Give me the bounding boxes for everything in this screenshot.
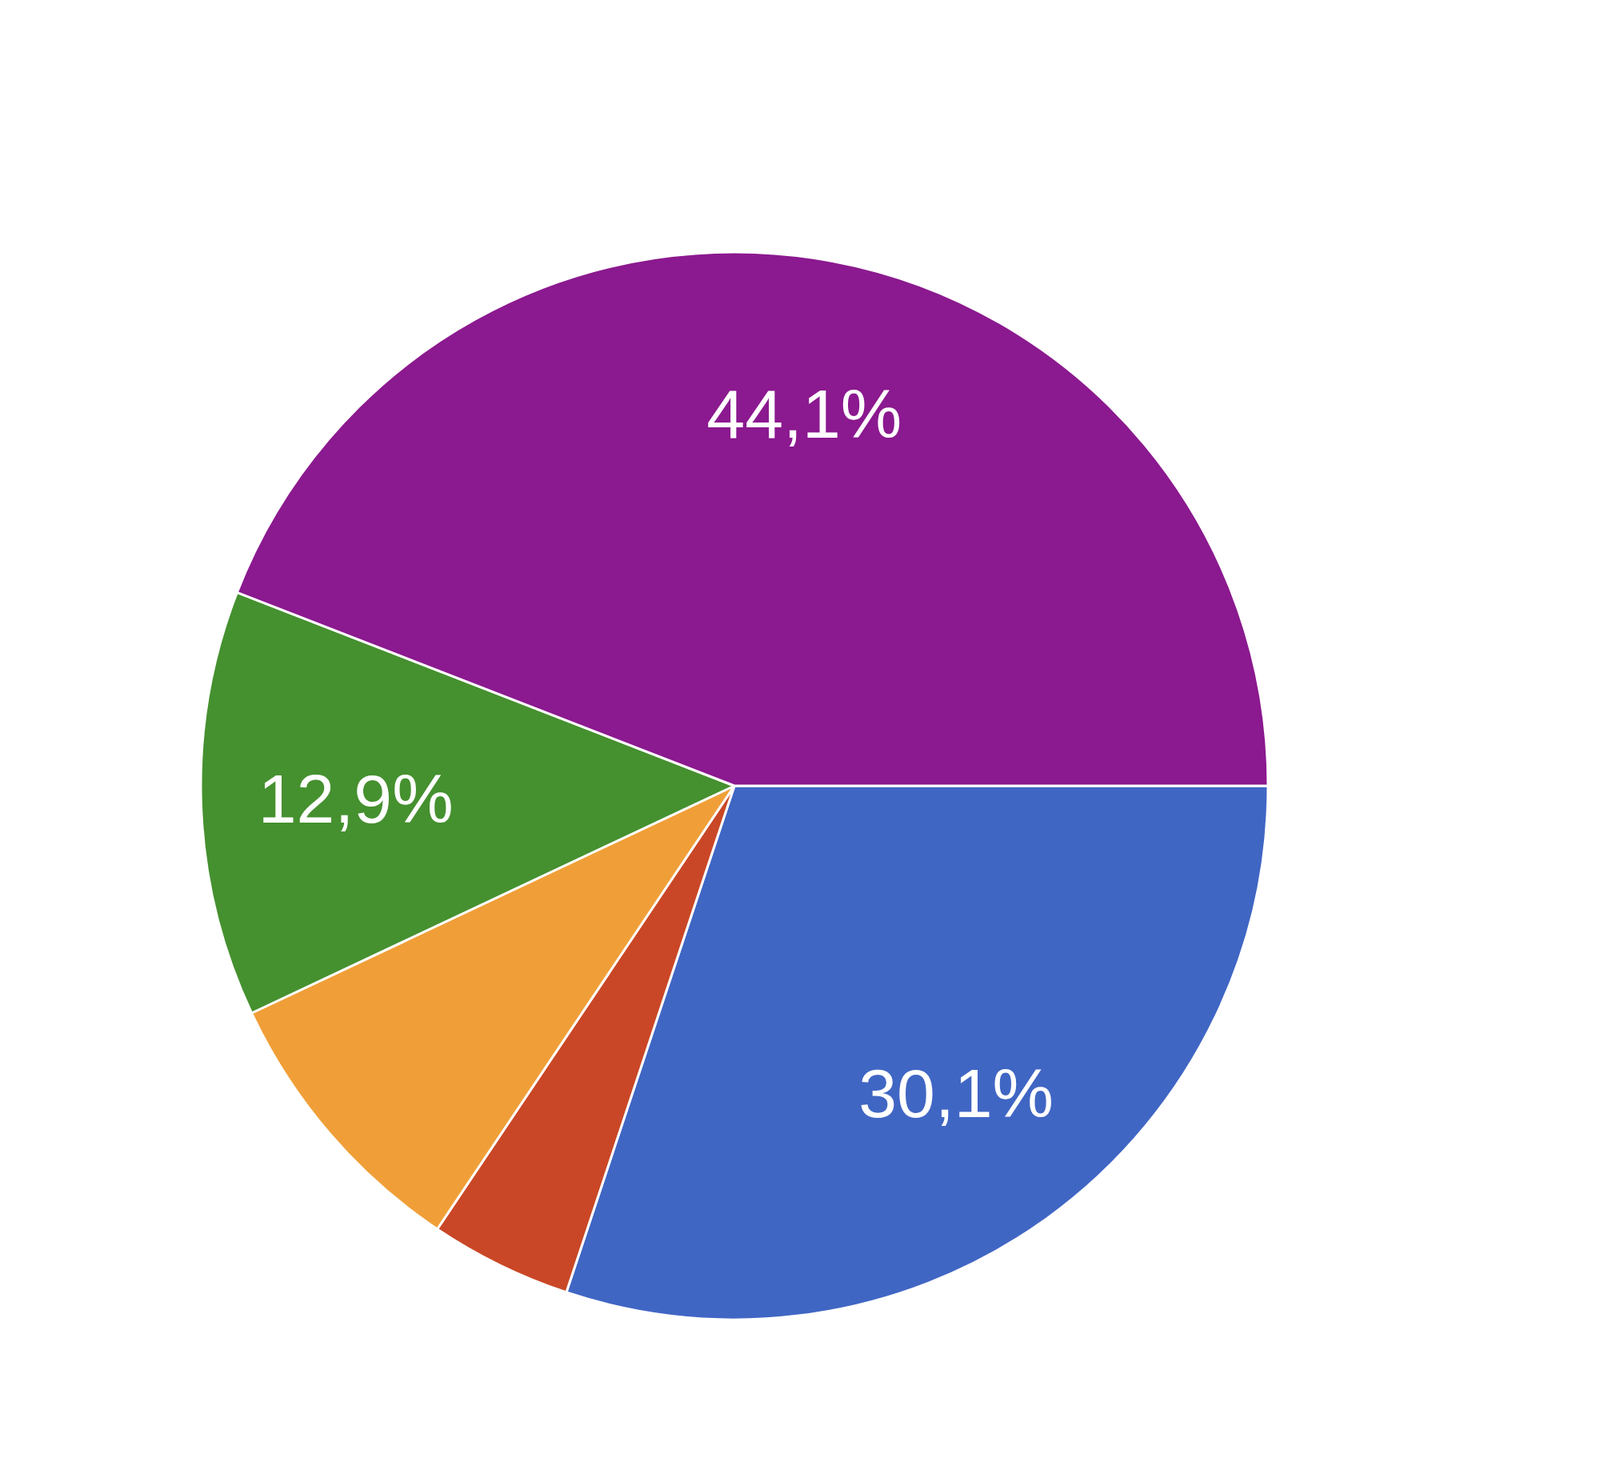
data-label: 30,1%: [858, 1054, 1054, 1132]
data-label: 12,9%: [258, 760, 454, 837]
data-label: 44,1%: [706, 375, 902, 452]
chart: 30,1% 12,9% 44,1%: [0, 0, 1600, 1482]
pie: [200, 252, 1268, 1320]
pie-slice: [236, 252, 1268, 786]
data-labels: 30,1% 12,9% 44,1%: [258, 375, 1054, 1132]
